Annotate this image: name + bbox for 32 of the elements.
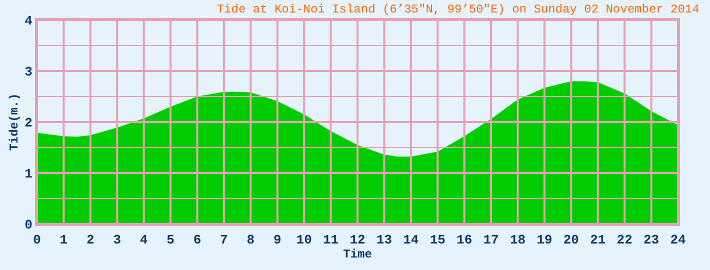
x-tick-label: 21 (590, 232, 606, 248)
y-tick-label: 4 (24, 14, 33, 29)
x-tick-label: 5 (166, 232, 175, 248)
x-tick-label: 14 (403, 232, 419, 248)
x-tick-label: 10 (296, 232, 312, 248)
x-tick-label: 22 (616, 232, 633, 248)
x-axis-title: Time (343, 248, 372, 262)
x-tick-label: 8 (246, 232, 255, 248)
y-tick-label: 0 (24, 218, 33, 233)
x-tick-label: 7 (220, 232, 228, 248)
x-tick-label: 20 (563, 232, 580, 248)
y-tick-label: 1 (24, 166, 33, 182)
x-tick-label: 3 (113, 232, 122, 248)
x-tick-label: 11 (322, 232, 339, 248)
x-tick-label: 18 (510, 232, 526, 248)
x-tick-label: 17 (483, 232, 499, 248)
x-tick-label: 4 (140, 232, 148, 248)
x-tick-label: 2 (86, 232, 95, 248)
y-tick-label: 2 (24, 116, 33, 131)
x-tick-label: 24 (670, 232, 686, 248)
y-tick-label: 3 (24, 64, 33, 80)
y-axis-title: Tide(m.) (7, 93, 22, 151)
x-tick-label: 9 (273, 232, 282, 248)
x-tick-label: 15 (430, 232, 446, 248)
x-tick-label: 19 (536, 232, 552, 248)
x-tick-label: 1 (60, 232, 68, 248)
x-tick-label: 16 (456, 232, 472, 248)
x-tick-label: 13 (376, 232, 392, 248)
x-tick-label: 12 (350, 232, 366, 248)
chart-title: Tide at Koi-Noi Island (6’35"N, 99’50"E) on Sunday 02 November 2014 (216, 2, 700, 16)
x-tick-label: 6 (193, 232, 202, 248)
x-tick-label: 23 (643, 232, 660, 248)
